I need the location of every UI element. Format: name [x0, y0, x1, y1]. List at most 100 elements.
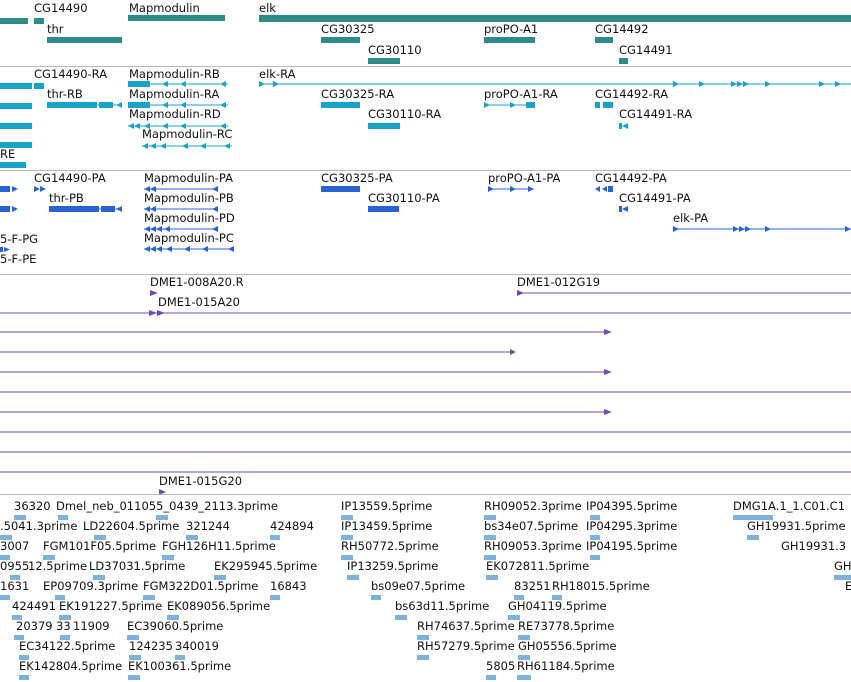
protein-bar-elk-pa[interactable] [673, 226, 851, 232]
est-bar[interactable] [214, 575, 226, 580]
gene-bar-propo-a1[interactable] [484, 37, 535, 43]
gene-bar-mapmodulin[interactable] [128, 15, 225, 21]
transcript-bar-re[interactable] [0, 162, 26, 168]
est-bar[interactable] [518, 655, 530, 660]
clone-bar-dme1-015g20[interactable] [159, 489, 169, 495]
gene-bar-left[interactable] [0, 18, 28, 24]
est-bar[interactable] [347, 575, 359, 580]
est-bar[interactable] [94, 535, 106, 540]
protein-bar-cg14490-pa[interactable] [34, 186, 46, 192]
protein-bar-mapmodulin-pd[interactable] [144, 226, 218, 232]
est-bar[interactable] [590, 555, 600, 560]
est-bar[interactable] [10, 575, 20, 580]
protein-bar-cg14492-pa[interactable] [595, 186, 613, 192]
transcript-bar-elk-ra[interactable] [259, 81, 851, 87]
est-bar[interactable] [128, 675, 140, 680]
protein-bar-propo-a1-pa[interactable] [488, 186, 534, 192]
clone-bar-row-7[interactable] [0, 409, 612, 415]
transcript-bar-cg14491-ra[interactable] [619, 123, 628, 129]
gene-bar-cg14491[interactable] [619, 58, 628, 64]
protein-bar-cg30325-pa[interactable] [321, 186, 360, 192]
est-bar[interactable] [486, 575, 498, 580]
est-bar[interactable] [43, 555, 55, 560]
protein-bar-5-f-pg[interactable] [0, 247, 10, 252]
est-bar[interactable] [175, 655, 185, 660]
gene-bar-thr[interactable] [47, 37, 122, 43]
est-bar[interactable] [60, 635, 70, 640]
transcript-bar-cg30110-ra[interactable] [368, 123, 400, 129]
protein-bar-thr-pb[interactable] [49, 206, 122, 212]
est-bar[interactable] [484, 515, 496, 520]
clone-bar-dme1-008a20-r[interactable] [150, 290, 160, 296]
est-bar[interactable] [55, 595, 65, 600]
gene-bar-cg30110[interactable] [368, 58, 400, 64]
est-bar[interactable] [19, 655, 29, 660]
est-bar[interactable] [590, 515, 600, 520]
gene-bar-cg14492[interactable] [595, 37, 613, 43]
clone-bar-row-4[interactable] [0, 349, 516, 355]
est-bar[interactable] [59, 615, 71, 620]
est-bar[interactable] [167, 615, 179, 620]
transcript-bar-mapmodulin-rd[interactable] [128, 123, 228, 129]
est-bar[interactable] [590, 535, 600, 540]
est-bar[interactable] [733, 515, 773, 520]
est-bar[interactable] [0, 555, 10, 560]
est-bar[interactable] [186, 535, 198, 540]
est-bar[interactable] [143, 595, 155, 600]
clone-bar-row-3[interactable] [0, 329, 612, 335]
est-bar[interactable] [417, 655, 429, 660]
clone-bar-row-10[interactable] [0, 469, 851, 475]
protein-bar-mapmodulin-pa[interactable] [144, 186, 218, 192]
transcript-bar-cg14490-ra[interactable] [34, 83, 44, 89]
est-bar[interactable] [58, 515, 68, 520]
est-bar[interactable] [156, 515, 168, 520]
est-bar[interactable] [518, 635, 530, 640]
est-bar[interactable] [0, 535, 12, 540]
est-bar[interactable] [834, 575, 851, 580]
gene-bar-cg14490[interactable] [34, 18, 44, 24]
est-bar[interactable] [14, 515, 26, 520]
protein-bar-cg14491-pa[interactable] [619, 206, 628, 212]
est-bar[interactable] [341, 555, 353, 560]
est-bar[interactable] [14, 635, 24, 640]
est-bar[interactable] [552, 595, 562, 600]
est-bar[interactable] [341, 515, 353, 520]
clone-bar-row-9[interactable] [0, 449, 851, 455]
protein-bar-cg30110-pa[interactable] [368, 206, 399, 212]
transcript-bar-left-2[interactable] [0, 103, 32, 109]
clone-bar-row-6[interactable] [0, 389, 851, 395]
transcript-bar-propo-a1-ra[interactable] [484, 102, 535, 108]
transcript-bar-mapmodulin-ra[interactable] [128, 102, 228, 108]
est-bar[interactable] [747, 535, 759, 540]
est-bar[interactable] [127, 635, 139, 640]
gene-bar-cg30325[interactable] [321, 37, 360, 43]
protein-bar-left-1[interactable] [0, 186, 18, 192]
est-bar[interactable] [484, 555, 496, 560]
transcript-bar-cg14492-ra[interactable] [595, 102, 613, 108]
est-bar[interactable] [270, 595, 280, 600]
est-bar[interactable] [371, 595, 381, 600]
transcript-bar-cg30325-ra[interactable] [321, 102, 360, 108]
est-bar[interactable] [162, 555, 174, 560]
est-bar[interactable] [12, 615, 22, 620]
transcript-bar-left-4[interactable] [0, 142, 32, 148]
transcript-bar-thr-rb[interactable] [47, 102, 122, 108]
est-bar[interactable] [270, 535, 280, 540]
est-bar[interactable] [129, 655, 141, 660]
est-bar[interactable] [514, 595, 524, 600]
est-bar[interactable] [395, 615, 407, 620]
transcript-bar-mapmodulin-rc[interactable] [142, 143, 232, 149]
transcript-bar-left-1[interactable] [0, 83, 32, 89]
protein-bar-left-2[interactable] [0, 206, 18, 212]
est-bar[interactable] [484, 535, 496, 540]
est-bar[interactable] [19, 675, 29, 680]
gene-bar-elk[interactable] [259, 15, 851, 22]
est-bar[interactable] [517, 675, 531, 680]
est-bar[interactable] [0, 595, 10, 600]
clone-bar-dme1-012g19[interactable] [517, 290, 851, 296]
protein-bar-mapmodulin-pb[interactable] [144, 206, 218, 212]
est-bar[interactable] [93, 575, 105, 580]
clone-bar-dme1-015a20[interactable] [0, 310, 851, 316]
clone-bar-row-8[interactable] [0, 429, 851, 435]
